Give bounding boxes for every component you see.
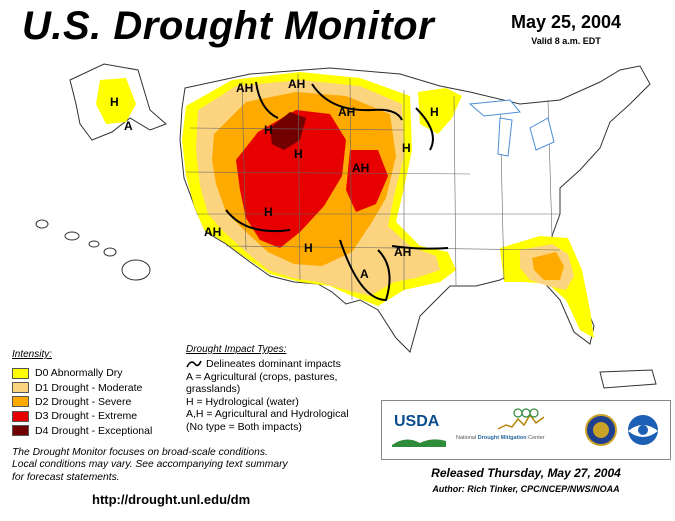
page-title: U.S. Drought Monitor (22, 4, 435, 48)
map-label-ah-6: AH (394, 245, 411, 259)
ndmc-name: Drought Mitigation (477, 435, 527, 441)
map-label-ah-5: AH (204, 225, 221, 239)
state-borders (185, 73, 561, 301)
legend-swatch-d2 (12, 396, 29, 408)
map-date: May 25, 2004 (510, 12, 622, 32)
impact-agricultural: A = Agricultural (crops, pastures, (186, 370, 338, 383)
map-label-ah-2: AH (288, 77, 305, 91)
intensity-legend: D0 Abnormally Dry D1 Drought - Moderate … (12, 366, 152, 438)
map-label-a: A (360, 267, 369, 281)
map-label-ah-3: AH (338, 105, 355, 119)
noaa-logo-icon (628, 415, 658, 445)
legend-item-d4: D4 Drought - Exceptional (12, 424, 152, 438)
d3-plains-region (346, 150, 388, 212)
impact-types-legend: Delineates dominant impacts A = Agricult… (186, 358, 382, 434)
d4-region (270, 112, 306, 150)
ndmc-suffix: Center (528, 435, 545, 441)
legend-swatch-d0 (12, 367, 29, 379)
footnote: The Drought Monitor focuses on broad-sca… (12, 447, 384, 484)
impact-hydrological: H = Hydrological (water) (186, 395, 299, 408)
map-label-h-2: H (294, 147, 303, 161)
impact-types-title: Drought Impact Types: (186, 344, 287, 355)
great-lakes (468, 99, 555, 157)
usda-logo-text: USDA (394, 413, 440, 430)
map-label-h-1: H (264, 123, 273, 137)
legend-swatch-d1 (12, 382, 29, 394)
map-label-h-4: H (402, 141, 411, 155)
impact-no-type: (No type = Both impacts) (186, 420, 302, 433)
impact-labels: H A AH AH H H AH AH H H AH H H A AH (110, 77, 439, 281)
legend-item-d3: D3 Drought - Extreme (12, 409, 152, 423)
legend-label-d4: D4 Drought - Exceptional (35, 424, 153, 437)
logo-strip: USDA National Drought Mitigation Center (381, 400, 671, 460)
map-label-h-5: H (264, 205, 273, 219)
map-label-ah-4: AH (352, 161, 369, 175)
doc-seal-icon (585, 414, 617, 446)
release-date: Released Thursday, May 27, 2004 (431, 466, 621, 480)
map-label-ah-1: AH (236, 81, 253, 95)
legend-label-d3: D3 Drought - Extreme (35, 410, 138, 423)
intensity-legend-title: Intensity: (12, 349, 53, 360)
d0-midwest-region (418, 88, 462, 134)
ndmc-logo-text: National Drought Mitigation Center (456, 435, 545, 441)
usda-logo: USDA (392, 411, 446, 447)
legend-swatch-d3 (12, 410, 29, 422)
drought-url-link[interactable]: http://drought.unl.edu/dm (92, 492, 251, 507)
map-label-alaska-a: A (124, 119, 133, 133)
d3-west-region (236, 110, 346, 248)
author-line: Author: Rich Tinker, CPC/NCEP/NWS/NOAA (432, 484, 620, 494)
map-label-h-3: H (430, 105, 439, 119)
impact-line-icon (186, 360, 202, 368)
impact-agricultural-cont: grasslands) (186, 383, 241, 396)
legend-label-d0: D0 Abnormally Dry (35, 367, 123, 380)
d2-southeast-region (532, 252, 564, 280)
impact-line-delineates: Delineates dominant impacts (186, 358, 382, 371)
footnote-line-3: for forecast statements. (12, 471, 120, 483)
map-label-alaska-h: H (110, 95, 119, 109)
valid-time: Valid 8 a.m. EDT (531, 36, 601, 46)
puerto-rico-landmass (599, 369, 657, 389)
impact-lines (225, 81, 449, 302)
usda-hills-icon (392, 439, 446, 447)
map-label-h-6: H (304, 241, 313, 255)
footnote-line-2: Local conditions may vary. See accompany… (12, 459, 288, 471)
impact-ag-hydro: A,H = Agricultural and Hydrological (186, 408, 349, 421)
legend-swatch-d4 (12, 425, 29, 437)
ndmc-prefix: National (456, 435, 477, 441)
ndmc-logo-icon (498, 408, 544, 430)
footnote-line-1: The Drought Monitor focuses on broad-sca… (12, 447, 268, 458)
legend-item-d2: D2 Drought - Severe (12, 395, 152, 409)
legend-item-d1: D1 Drought - Moderate (12, 380, 152, 394)
impact-line-label: Delineates dominant impacts (206, 358, 341, 370)
hawaii-islands (35, 219, 151, 281)
alaska-d0 (96, 78, 136, 124)
legend-label-d2: D2 Drought - Severe (35, 395, 132, 408)
legend-label-d1: D1 Drought - Moderate (35, 381, 143, 394)
legend-item-d0: D0 Abnormally Dry (12, 366, 152, 380)
